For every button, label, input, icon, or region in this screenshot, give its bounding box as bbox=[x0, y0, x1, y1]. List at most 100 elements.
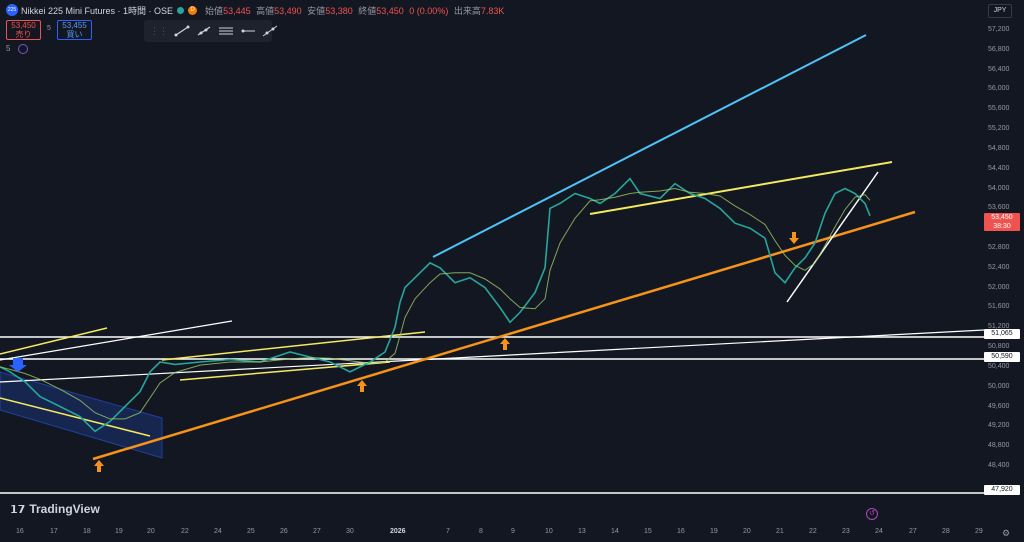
y-tick-label: 48,800 bbox=[988, 442, 1010, 450]
y-tick-label: 56,000 bbox=[988, 85, 1010, 93]
sell-button[interactable]: 53,450 売り bbox=[6, 20, 41, 40]
x-tick-label: 16 bbox=[677, 528, 685, 535]
y-tick-label: 54,000 bbox=[988, 184, 1010, 192]
parallel-channel-icon[interactable] bbox=[218, 24, 234, 38]
y-tick-label: 54,800 bbox=[988, 144, 1010, 152]
x-tick-label: 18 bbox=[83, 528, 91, 535]
y-tick-label: 49,200 bbox=[988, 422, 1010, 430]
x-tick-label: 27 bbox=[909, 528, 917, 535]
drawings bbox=[0, 34, 984, 494]
x-tick-label: 24 bbox=[214, 528, 222, 535]
y-tick-label: 55,600 bbox=[988, 105, 1010, 113]
y-tick-label: 48,400 bbox=[988, 462, 1010, 469]
x-tick-label: 8 bbox=[479, 528, 483, 535]
buy-button[interactable]: 53,455 買い bbox=[57, 20, 92, 40]
current-price-label: 53,450 38:30 bbox=[984, 212, 1020, 231]
cyan-resistance-line bbox=[432, 34, 867, 258]
x-tick-label: 10 bbox=[545, 528, 553, 535]
x-tick-label: 7 bbox=[446, 528, 450, 535]
y-tick-label: 49,600 bbox=[988, 402, 1010, 410]
x-tick-label: 22 bbox=[181, 528, 189, 535]
ohlc-values: 始値53,445 高値53,490 安値53,380 終値53,450 0 (0… bbox=[205, 5, 505, 16]
x-tick-label: 20 bbox=[147, 528, 155, 535]
currency-selector[interactable]: JPY bbox=[988, 4, 1012, 18]
y-tick-label: 50,400 bbox=[988, 362, 1010, 370]
x-tick-label: 27 bbox=[313, 528, 321, 535]
y-tick-label: 55,200 bbox=[988, 125, 1010, 133]
yellow-channel-bottom bbox=[179, 361, 391, 381]
y-tick-label: 52,800 bbox=[988, 244, 1010, 251]
x-tick-label: 20 bbox=[743, 528, 751, 535]
hline-price-label: 50,590 bbox=[984, 352, 1020, 363]
descending-channel bbox=[0, 371, 163, 459]
spread-value: 5 bbox=[47, 25, 51, 32]
tradingview-logo-icon: 𝟭𝟳 bbox=[10, 503, 26, 516]
delayed-data-badge: D bbox=[188, 5, 198, 15]
yellow-resistance-line bbox=[589, 161, 893, 215]
up-arrow-orange bbox=[500, 338, 510, 350]
y-tick-label: 51,600 bbox=[988, 303, 1010, 311]
x-tick-label: 14 bbox=[611, 528, 619, 535]
white-upper-line bbox=[0, 320, 233, 361]
y-tick-label: 52,400 bbox=[988, 263, 1010, 271]
indicator-legend[interactable]: 5 bbox=[6, 44, 29, 54]
x-tick-label: 16 bbox=[16, 528, 24, 535]
x-tick-label: 26 bbox=[280, 528, 288, 535]
y-tick-label: 54,400 bbox=[988, 164, 1010, 172]
moving-average-line bbox=[0, 187, 871, 420]
channel-yellow-line bbox=[0, 397, 151, 437]
x-tick-label: 24 bbox=[875, 528, 883, 535]
x-tick-label: 2026 bbox=[390, 528, 406, 535]
replay-icon[interactable]: ↺ bbox=[866, 508, 878, 520]
x-tick-label: 13 bbox=[578, 528, 586, 535]
hline-price-label: 47,920 bbox=[984, 484, 1020, 495]
trend-line-icon[interactable] bbox=[174, 24, 190, 38]
chart-header: 225 Nikkei 225 Mini Futures · 1時間 · OSE … bbox=[0, 0, 980, 20]
x-tick-label: 19 bbox=[115, 528, 123, 535]
horizontal-ray-icon[interactable] bbox=[240, 24, 256, 38]
y-tick-label: 51,200 bbox=[988, 323, 1010, 331]
hline-price-label: 51,065 bbox=[984, 328, 1020, 339]
arrow-markers bbox=[9, 232, 799, 472]
y-tick-label: 52,000 bbox=[988, 283, 1010, 291]
x-tick-label: 25 bbox=[247, 528, 255, 535]
x-tick-label: 19 bbox=[710, 528, 718, 535]
up-arrow-orange bbox=[94, 460, 104, 472]
indicator-settings-icon[interactable] bbox=[18, 44, 29, 54]
x-tick-label: 17 bbox=[50, 528, 58, 535]
down-arrow-orange bbox=[789, 232, 799, 244]
x-tick-label: 21 bbox=[776, 528, 784, 535]
x-tick-label: 9 bbox=[511, 528, 515, 535]
y-tick-label: 56,400 bbox=[988, 65, 1010, 73]
orange-support-line bbox=[92, 210, 916, 461]
yellow-channel-top bbox=[161, 331, 426, 361]
x-tick-label: 22 bbox=[809, 528, 817, 535]
x-tick-label: 29 bbox=[975, 528, 983, 535]
price-chart[interactable] bbox=[0, 0, 984, 520]
price-axis[interactable]: 57,200 56,800 56,400 56,000 55,600 55,200 54,8… bbox=[984, 0, 1024, 542]
y-tick-label: 56,800 bbox=[988, 45, 1010, 53]
drag-handle-icon[interactable]: ⋮⋮ bbox=[150, 25, 168, 36]
gear-icon[interactable]: ⚙ bbox=[1002, 528, 1011, 538]
x-tick-label: 30 bbox=[346, 528, 354, 535]
yellow-upper-left bbox=[0, 327, 108, 355]
x-tick-label: 23 bbox=[842, 528, 850, 535]
drawing-toolbar: ⋮⋮ bbox=[144, 20, 278, 42]
white-trend-line bbox=[786, 171, 879, 303]
market-status-dot bbox=[177, 6, 185, 14]
extended-line-icon[interactable] bbox=[262, 24, 278, 38]
ray-icon[interactable] bbox=[196, 24, 212, 38]
y-tick-label: 50,000 bbox=[988, 382, 1010, 390]
white-ray-long bbox=[0, 329, 984, 383]
y-tick-label: 53,600 bbox=[988, 204, 1010, 212]
symbol-title[interactable]: Nikkei 225 Mini Futures · 1時間 · OSE bbox=[21, 5, 174, 16]
x-tick-label: 15 bbox=[644, 528, 652, 535]
up-arrow-orange bbox=[357, 380, 367, 392]
x-tick-label: 28 bbox=[942, 528, 950, 535]
price-line bbox=[0, 177, 871, 433]
y-tick-label: 57,200 bbox=[988, 26, 1010, 33]
y-tick-label: 50,800 bbox=[988, 343, 1010, 351]
symbol-logo: 225 bbox=[6, 4, 18, 16]
down-arrow-blue bbox=[9, 358, 27, 372]
tradingview-logo[interactable]: 𝟭𝟳 TradingView bbox=[10, 502, 100, 516]
